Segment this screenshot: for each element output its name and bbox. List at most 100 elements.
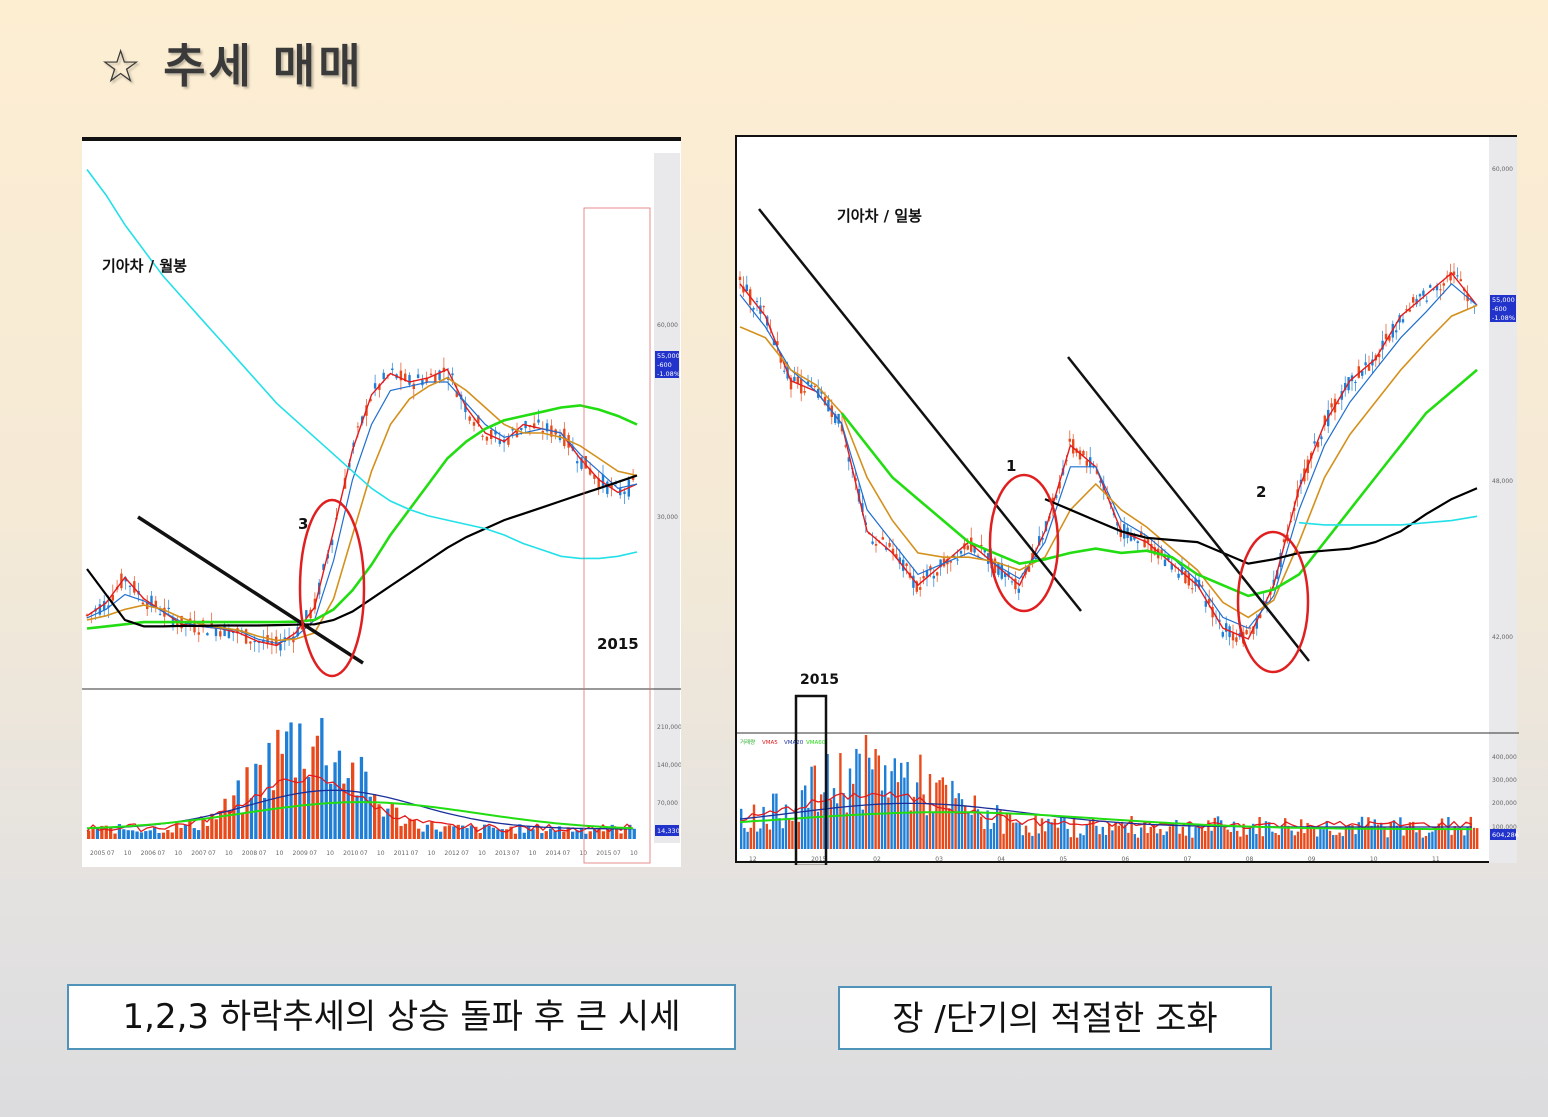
candle-body [888, 543, 891, 547]
volume-bar [1316, 836, 1319, 849]
volume-bar [1421, 837, 1424, 849]
volume-ma-line [86, 801, 634, 830]
candle-body [1170, 563, 1173, 570]
volume-bar [1408, 822, 1412, 849]
volume-bar [1146, 832, 1149, 849]
ma-black-line [1044, 487, 1478, 565]
volume-bar [1092, 818, 1095, 849]
candle-body [803, 390, 806, 393]
volume-bar [957, 793, 960, 849]
volume-bar [797, 821, 800, 849]
breakout-circle-1 [988, 473, 1060, 613]
candle-body [1337, 403, 1340, 405]
candle-body [1055, 494, 1058, 499]
candle-body [772, 340, 776, 346]
candle-body [434, 374, 437, 384]
candle-body [742, 286, 745, 293]
volume-bar [1463, 835, 1466, 849]
candle-body [939, 559, 942, 568]
candle-body [507, 437, 510, 445]
volume-bar [412, 819, 416, 839]
volume-bar [381, 816, 386, 839]
volume-bar [443, 826, 447, 839]
volume-bar [964, 805, 967, 849]
volume-bar [219, 811, 223, 839]
candle-body [1422, 290, 1425, 296]
volume-bar [749, 827, 752, 849]
downtrend-line-1 [758, 208, 1082, 612]
volume-bar [285, 731, 289, 839]
volume-bar [989, 828, 992, 849]
candle-body [623, 491, 626, 495]
volume-bar [1271, 831, 1274, 849]
price-readout-text: 55,000 [657, 352, 680, 360]
candle-body [1163, 559, 1167, 567]
volume-bar [1300, 819, 1303, 849]
volume-bar [1069, 837, 1072, 849]
volume-bar [153, 826, 157, 839]
candle-body [779, 355, 782, 363]
candle-body [1177, 573, 1180, 578]
volume-bar [996, 805, 999, 849]
ma-orange-line [86, 376, 638, 642]
candle-body [1099, 480, 1102, 483]
year-2015-label: 2015 [597, 635, 639, 653]
candle-body [1316, 441, 1320, 448]
volume-bar [1181, 826, 1184, 849]
volume-bar [201, 819, 205, 839]
candle-body [1252, 626, 1255, 635]
candle-body [813, 386, 816, 388]
candle-body [1194, 578, 1197, 586]
volume-bar [1053, 818, 1056, 849]
candle-body [610, 483, 613, 489]
x-tick-label: 07 [613, 850, 621, 857]
volume-bar [1380, 822, 1383, 849]
volume-bar [938, 780, 941, 849]
volume-bar [500, 829, 504, 839]
candle-body [1231, 633, 1235, 641]
volume-bar [1322, 829, 1325, 849]
volume-bar [223, 798, 227, 839]
candle-body [827, 400, 830, 412]
volume-bar [1456, 827, 1460, 849]
candle-body [404, 373, 407, 382]
x-tick-label: 02 [873, 856, 881, 863]
x-tick-label: 2010 [343, 850, 358, 857]
breakout-circle-2 [1236, 530, 1310, 674]
candle-body [1259, 614, 1262, 618]
candle-body [1078, 450, 1082, 460]
volume-bar [1178, 833, 1181, 849]
volume-bar [430, 821, 434, 839]
volume-bar [144, 831, 148, 839]
volume-legend-item: VMA20 [784, 740, 804, 746]
x-tick-label: 10 [579, 850, 587, 857]
candle-body [810, 384, 813, 387]
candle-body [580, 457, 583, 469]
volume-bar [1024, 825, 1028, 849]
volume-bar [906, 762, 909, 849]
candle-body [755, 301, 759, 303]
volume-bar [1120, 821, 1124, 849]
x-tick-label: 07 [208, 850, 216, 857]
candle-body [266, 635, 269, 645]
candle-body [425, 377, 428, 383]
volume-bar [161, 832, 166, 839]
volume-bar [302, 768, 306, 839]
volume-bar [807, 807, 810, 849]
volume-bar [800, 790, 804, 849]
candle-body [421, 379, 424, 386]
candle-body [296, 627, 299, 637]
candle-body [1187, 573, 1190, 586]
volume-bar [874, 748, 877, 849]
volume-bar [948, 808, 951, 849]
volume-bar [1229, 831, 1232, 849]
candle-body [154, 600, 157, 608]
candle-body [1354, 381, 1357, 384]
volume-bar [912, 796, 916, 849]
candle-body [98, 604, 102, 615]
volume-bar [1236, 830, 1239, 849]
candle-body [576, 461, 579, 464]
volume-bar [1159, 828, 1162, 849]
candle-body [399, 370, 403, 381]
volume-bar [588, 831, 592, 839]
